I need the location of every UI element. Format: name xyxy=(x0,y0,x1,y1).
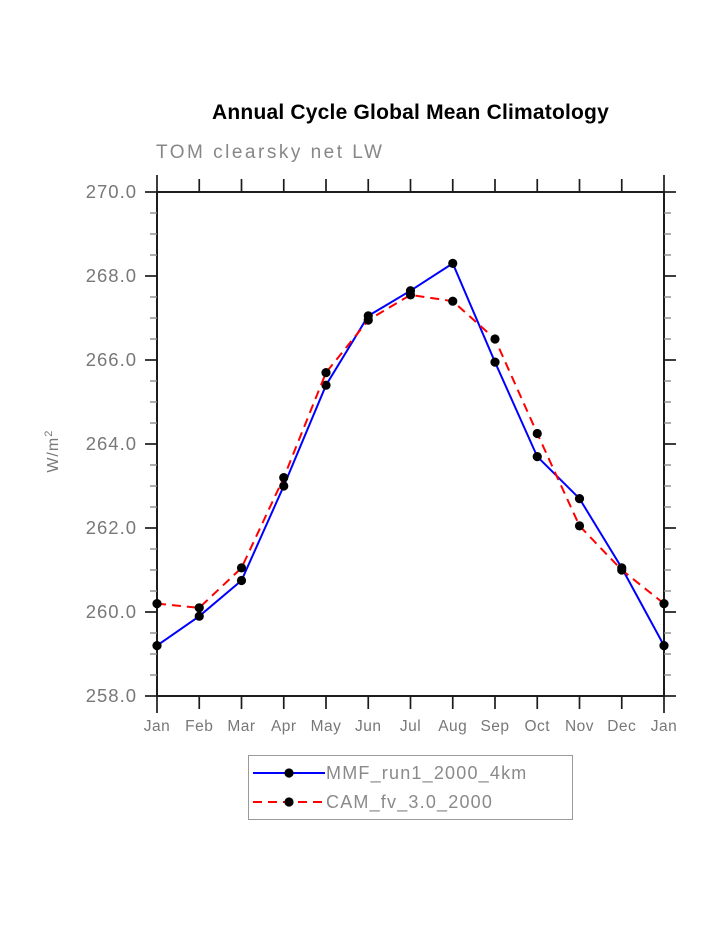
series-line-1 xyxy=(156,293,665,609)
chart-subtitle: TOM clearsky net LW xyxy=(156,142,385,163)
data-point-marker xyxy=(363,315,373,325)
data-point-marker xyxy=(490,334,500,344)
data-point-marker xyxy=(236,563,247,573)
x-tick-label: Jul xyxy=(400,718,421,735)
x-tick-label: Jun xyxy=(355,718,382,735)
x-tick-label: Oct xyxy=(524,718,550,735)
x-tick-label: Feb xyxy=(185,718,213,735)
legend-sample-marker xyxy=(284,768,294,778)
x-tick-label: Sep xyxy=(480,718,509,735)
data-point-marker xyxy=(152,641,162,651)
data-point-marker xyxy=(448,258,458,268)
x-tick-label: Jan xyxy=(144,718,171,735)
data-point-marker xyxy=(574,494,585,504)
data-point-marker xyxy=(321,380,331,390)
x-tick-label: Aug xyxy=(438,718,467,735)
y-tick-label: 264.0 xyxy=(86,433,137,454)
y-tick-label: 270.0 xyxy=(86,181,137,202)
y-tick-label: 260.0 xyxy=(86,601,137,622)
data-point-marker xyxy=(490,357,500,367)
data-point-marker xyxy=(321,368,331,378)
x-tick-label: May xyxy=(311,718,342,735)
data-point-marker xyxy=(279,481,289,491)
y-tick-label: 258.0 xyxy=(86,685,137,706)
data-point-marker xyxy=(194,611,204,621)
y-tick-label: 266.0 xyxy=(86,349,137,370)
chart-title: Annual Cycle Global Mean Climatology xyxy=(212,101,609,124)
legend-box: MMF_run1_2000_4km CAM_fv_3.0_2000 xyxy=(248,755,573,820)
data-point-marker xyxy=(152,599,162,609)
x-tick-label: Jan xyxy=(651,718,678,735)
data-point-marker xyxy=(532,452,542,462)
data-point-marker xyxy=(448,296,458,306)
legend-row-cam: CAM_fv_3.0_2000 xyxy=(253,788,572,816)
data-point-marker xyxy=(405,290,416,300)
legend-line-sample-dashed xyxy=(253,797,325,807)
x-tick-label: Mar xyxy=(227,718,255,735)
y-tick-label: 262.0 xyxy=(86,517,137,538)
legend-label-cam: CAM_fv_3.0_2000 xyxy=(326,792,494,813)
legend-row-mmf: MMF_run1_2000_4km xyxy=(253,759,572,787)
x-tick-label: Dec xyxy=(607,718,636,735)
y-tick-label: 268.0 xyxy=(86,265,137,286)
data-point-marker xyxy=(659,599,669,609)
x-tick-label: Apr xyxy=(271,718,297,735)
data-point-marker xyxy=(659,641,669,651)
plot-frame xyxy=(156,191,665,697)
data-point-marker xyxy=(617,565,627,575)
data-point-marker xyxy=(194,603,204,613)
legend-sample-marker xyxy=(284,797,294,807)
x-tick-label: Nov xyxy=(565,718,594,735)
data-point-marker xyxy=(574,521,585,531)
legend-label-mmf: MMF_run1_2000_4km xyxy=(326,762,528,783)
data-point-marker xyxy=(279,473,289,483)
data-point-marker xyxy=(532,428,542,439)
series-line-0 xyxy=(156,261,665,647)
legend-line-sample-solid xyxy=(253,768,325,778)
data-point-marker xyxy=(236,575,247,586)
